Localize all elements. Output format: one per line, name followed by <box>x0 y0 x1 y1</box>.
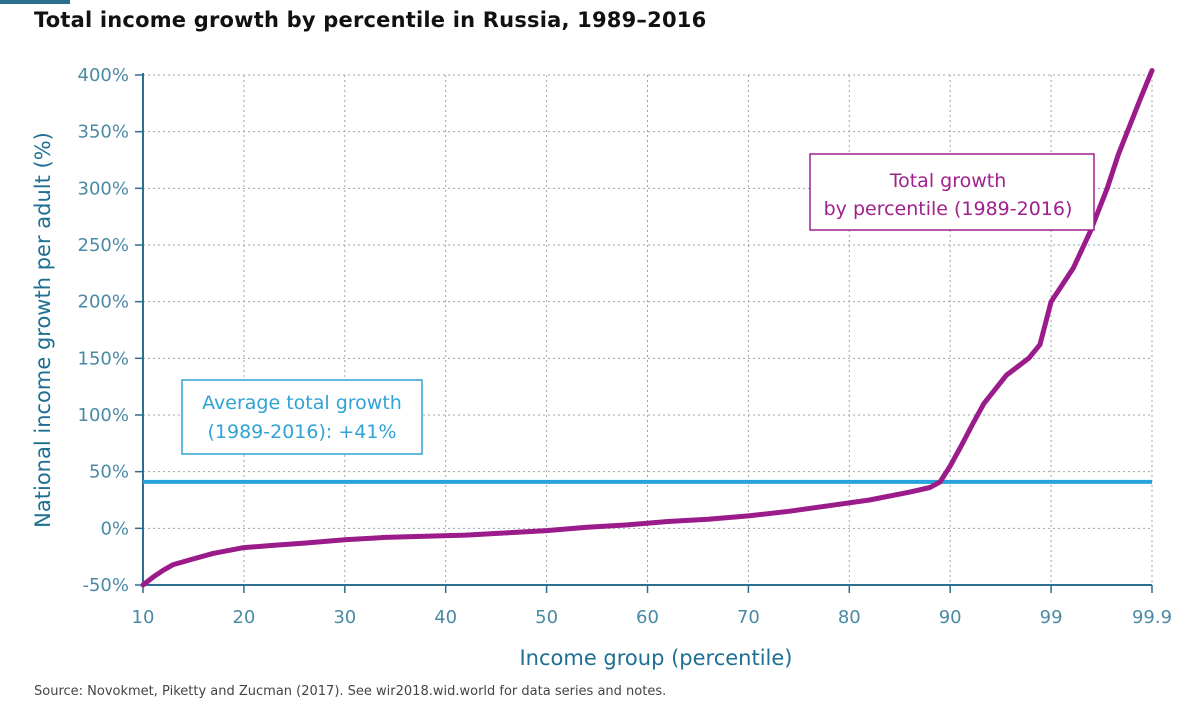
y-axis-label: National income growth per adult (%) <box>31 132 55 528</box>
y-tick-label: 100% <box>78 405 129 426</box>
growth-annotation-line1: Total growth <box>889 170 1007 192</box>
x-tick-label: 10 <box>132 607 155 628</box>
axes <box>135 73 1153 593</box>
x-tick-label: 90 <box>939 607 962 628</box>
y-tick-labels: -50% 0% 50% 100% 150% 200% 250% 300% 350% 400% <box>78 65 129 596</box>
growth-annotation-box <box>809 153 1095 231</box>
average-growth-annotation: Average total growth (1989-2016): +41% <box>181 379 423 455</box>
x-tick-label: 99.9 <box>1132 607 1172 628</box>
chart-title: Total income growth by percentile in Rus… <box>34 8 707 32</box>
y-tick-label: 350% <box>78 122 129 143</box>
average-growth-annotation-line2: (1989-2016): +41% <box>208 421 397 443</box>
y-tick-label: 400% <box>78 65 129 86</box>
x-tick-label: 30 <box>333 607 356 628</box>
header-accent-bar <box>0 0 70 4</box>
y-tick-label: 200% <box>78 292 129 313</box>
source-note: Source: Novokmet, Piketty and Zucman (20… <box>34 684 667 699</box>
growth-annotation-line2: by percentile (1989-2016) <box>824 198 1073 220</box>
y-tick-label: 0% <box>100 518 129 539</box>
x-axis-label: Income group (percentile) <box>519 646 792 670</box>
y-tick-label: 300% <box>78 178 129 199</box>
x-tick-label: 50 <box>535 607 558 628</box>
x-tick-label: 99 <box>1040 607 1063 628</box>
y-tick-label: 250% <box>78 235 129 256</box>
growth-annotation: Total growth by percentile (1989-2016) <box>809 153 1095 231</box>
y-tick-label: -50% <box>82 575 129 596</box>
y-tick-label: 50% <box>89 462 129 483</box>
x-tick-label: 70 <box>737 607 760 628</box>
average-growth-annotation-line1: Average total growth <box>202 392 402 414</box>
x-tick-label: 40 <box>434 607 457 628</box>
y-tick-label: 150% <box>78 348 129 369</box>
average-growth-annotation-box <box>181 379 423 455</box>
growth-line-series <box>140 68 1155 588</box>
x-tick-label: 20 <box>232 607 255 628</box>
grid <box>143 74 1153 585</box>
x-tick-label: 60 <box>636 607 659 628</box>
x-tick-labels: 10 20 30 40 50 60 70 80 90 99 99.9 <box>132 607 1172 628</box>
x-tick-label: 80 <box>838 607 861 628</box>
